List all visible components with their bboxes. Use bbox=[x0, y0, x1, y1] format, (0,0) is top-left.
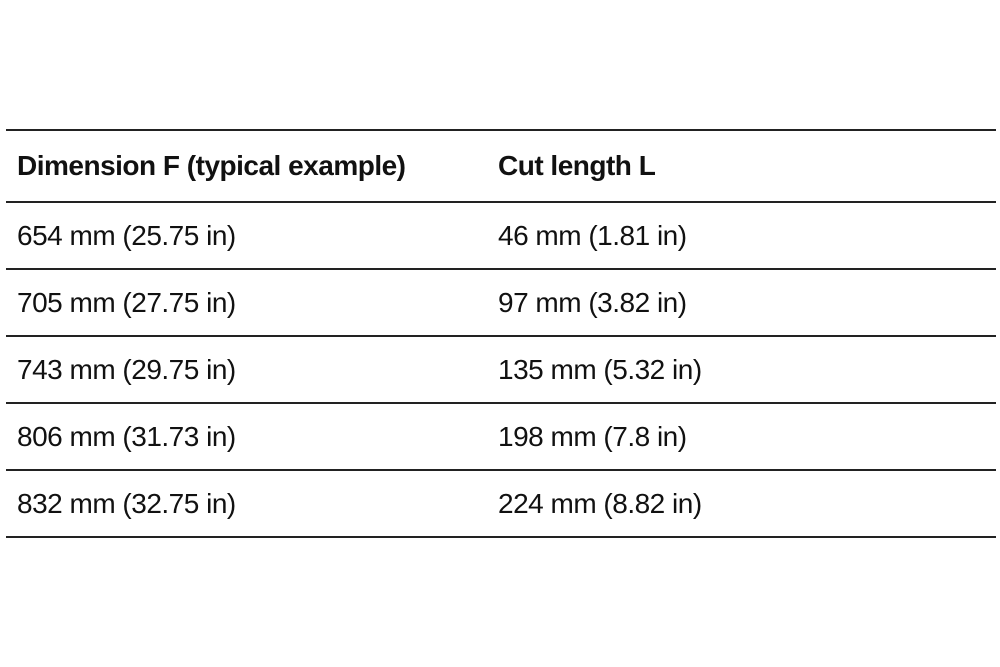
table-cell: 46 mm (1.81 in) bbox=[487, 202, 996, 270]
header-row: Dimension F (typical example) Cut length… bbox=[6, 129, 996, 203]
table-row: 806 mm (31.73 in) 198 mm (7.8 in) bbox=[6, 403, 996, 471]
table-cell: 806 mm (31.73 in) bbox=[6, 403, 487, 471]
header-cell: Cut length L bbox=[487, 129, 996, 203]
table-cell: 97 mm (3.82 in) bbox=[487, 269, 996, 337]
table-cell: 135 mm (5.32 in) bbox=[487, 336, 996, 404]
table-cell: 832 mm (32.75 in) bbox=[6, 470, 487, 538]
table-cell: 198 mm (7.8 in) bbox=[487, 403, 996, 471]
table-body: 654 mm (25.75 in) 46 mm (1.81 in) 705 mm (… bbox=[6, 202, 996, 538]
table-row: 654 mm (25.75 in) 46 mm (1.81 in) bbox=[6, 202, 996, 270]
table-row: 705 mm (27.75 in) 97 mm (3.82 in) bbox=[6, 269, 996, 337]
header-cell: Dimension F (typical example) bbox=[6, 129, 487, 203]
table-cell: 224 mm (8.82 in) bbox=[487, 470, 996, 538]
table: Dimension F (typical example) Cut length… bbox=[6, 129, 996, 538]
table-cell: 654 mm (25.75 in) bbox=[6, 202, 487, 270]
table-cell: 705 mm (27.75 in) bbox=[6, 269, 487, 337]
table-cell: 743 mm (29.75 in) bbox=[6, 336, 487, 404]
table-row: 743 mm (29.75 in) 135 mm (5.32 in) bbox=[6, 336, 996, 404]
table-row: 832 mm (32.75 in) 224 mm (8.82 in) bbox=[6, 470, 996, 538]
